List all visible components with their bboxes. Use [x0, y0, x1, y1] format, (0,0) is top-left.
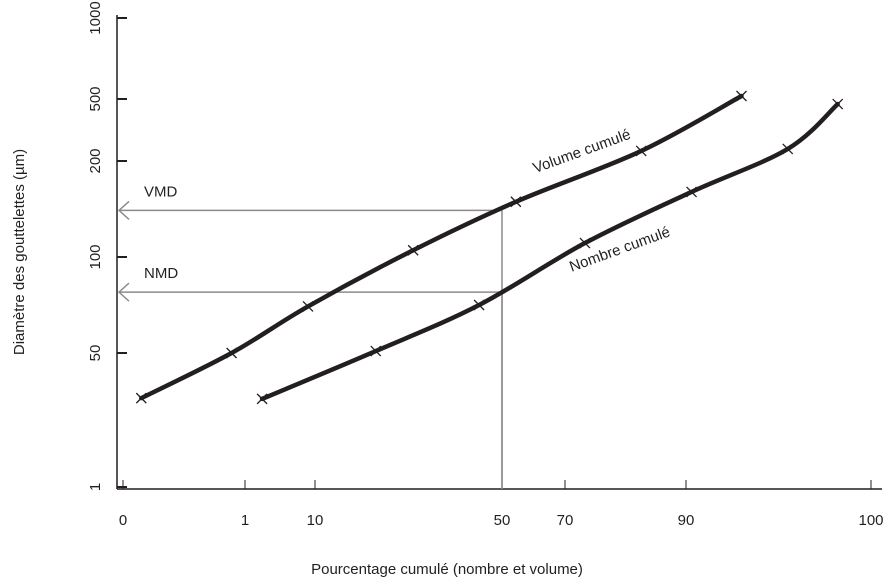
x-tick-label: 10 [307, 512, 324, 529]
series-line [259, 101, 840, 402]
marker [473, 299, 485, 311]
marker [256, 393, 268, 405]
y-tick-label: 1000 [87, 1, 104, 34]
marker [686, 186, 698, 198]
y-tick-label: 1 [87, 483, 104, 491]
x-tick-label: 50 [494, 512, 511, 529]
annotation-arrow [117, 200, 130, 220]
marker [510, 196, 522, 208]
annotation-label: NMD [144, 265, 178, 282]
x-tick-label: 90 [678, 512, 695, 529]
y-axis-label: Diamètre des gouttelettes (µm) [11, 149, 28, 355]
x-tick-label: 70 [557, 512, 574, 529]
y-tick-label: 500 [87, 86, 104, 111]
y-tick-label: 50 [87, 345, 104, 362]
marker [407, 244, 419, 256]
annotation-label: VMD [144, 183, 178, 200]
marker [782, 143, 794, 155]
x-tick-label: 1 [241, 512, 249, 529]
marker [579, 237, 591, 249]
series-label: Nombre cumulé [567, 223, 672, 275]
marker [832, 98, 844, 110]
y-tick-label: 100 [87, 244, 104, 269]
x-tick-label: 0 [119, 512, 127, 529]
x-tick-label: 100 [858, 512, 883, 529]
x-axis-label: Pourcentage cumulé (nombre et volume) [311, 561, 583, 578]
marker [135, 392, 147, 404]
marker [736, 90, 747, 102]
annotation-arrow [117, 282, 130, 302]
marker [226, 347, 238, 359]
y-tick-label: 200 [87, 148, 104, 173]
marker [635, 145, 647, 157]
marker [370, 345, 382, 357]
series-label: Volume cumulé [531, 126, 633, 177]
marker [302, 300, 314, 312]
